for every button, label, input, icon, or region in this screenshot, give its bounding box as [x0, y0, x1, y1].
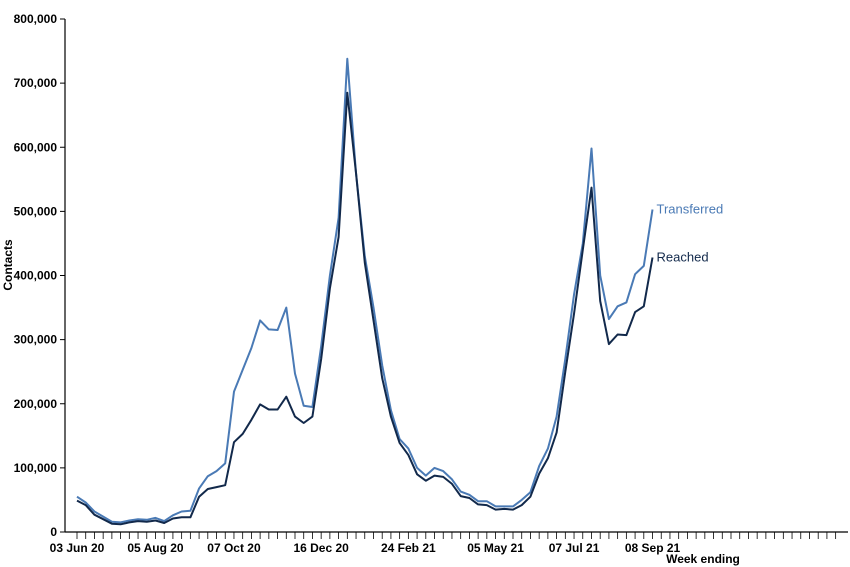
x-tick-label: 16 Dec 20	[293, 541, 349, 555]
y-tick-label: 400,000	[14, 269, 58, 283]
y-tick-label: 800,000	[14, 12, 58, 26]
x-tick-label: 07 Oct 20	[207, 541, 261, 555]
transferred-series-line	[77, 59, 653, 523]
x-tick-label: 07 Jul 21	[549, 541, 600, 555]
y-tick-label: 600,000	[14, 140, 58, 154]
x-tick-label: 05 May 21	[467, 541, 524, 555]
reached-series-line	[77, 93, 653, 525]
y-tick-label: 300,000	[14, 333, 58, 347]
y-tick-label: 0	[50, 525, 57, 539]
x-tick-label: 05 Aug 20	[127, 541, 184, 555]
x-tick-label: 03 Jun 20	[50, 541, 105, 555]
y-tick-label: 700,000	[14, 76, 58, 90]
x-tick-label: 24 Feb 21	[381, 541, 436, 555]
y-tick-label: 100,000	[14, 461, 58, 475]
x-axis-title: Week ending	[666, 552, 740, 566]
series-layer: Transferred Reached	[77, 59, 723, 525]
y-axis-title: Contacts	[1, 239, 15, 291]
y-tick-label: 200,000	[14, 397, 58, 411]
y-axis: 0 100,000 200,000 300,000 400,000 500,000 600,…	[14, 12, 65, 539]
y-tick-label: 500,000	[14, 204, 58, 218]
reached-series-label: Reached	[657, 250, 709, 265]
transferred-series-label: Transferred	[657, 201, 724, 216]
